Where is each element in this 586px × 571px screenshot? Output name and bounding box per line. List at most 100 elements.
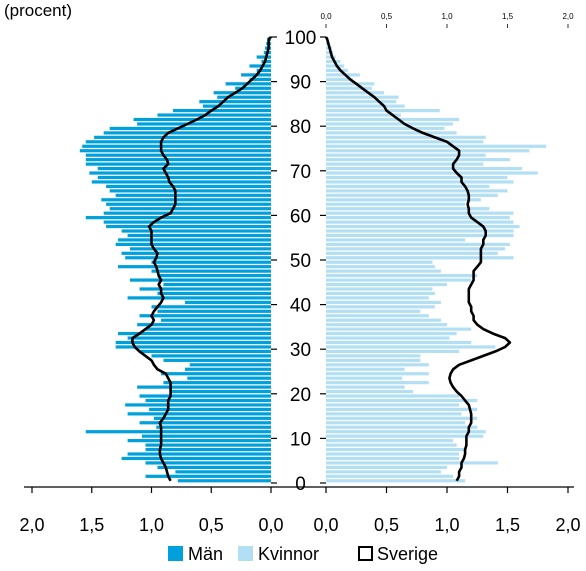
bar-man-age-57 xyxy=(106,224,271,229)
bar-kvinnor-age-78 xyxy=(326,131,457,135)
bar-kvinnor-age-56 xyxy=(326,229,514,233)
bar-kvinnor-age-37 xyxy=(326,314,429,318)
sverige-line-women xyxy=(324,36,512,482)
x-tick-label-left-4: 0,0 xyxy=(258,515,283,535)
bar-kvinnor-age-66 xyxy=(326,184,490,189)
bar-man-age-66 xyxy=(106,184,271,189)
bar-kvinnor-age-59 xyxy=(326,216,510,220)
bar-kvinnor-age-17 xyxy=(326,403,460,407)
x-tick-label-top-1: 0,5 xyxy=(381,12,393,21)
bar-man-age-64 xyxy=(115,193,272,197)
bar-man-age-59 xyxy=(85,216,272,220)
bar-man-age-63 xyxy=(101,198,271,202)
bar-man-age-75 xyxy=(82,144,271,148)
bar-man-age-53 xyxy=(115,242,272,246)
legend-label-man: Män xyxy=(188,544,223,564)
bar-man-age-43 xyxy=(139,287,271,291)
bar-man-age-8 xyxy=(145,443,271,447)
bar-man-age-90 xyxy=(249,77,271,81)
bar-kvinnor-age-24 xyxy=(326,372,429,376)
bar-man-age-50 xyxy=(125,256,272,260)
legend-swatch-sverige xyxy=(358,546,373,561)
bar-kvinnor-age-85 xyxy=(326,100,397,104)
bar-man-age-82 xyxy=(157,113,271,117)
bar-kvinnor-age-53 xyxy=(326,242,510,246)
y-axis-ticks-right xyxy=(320,36,326,484)
x-tick-label-top-2: 1,0 xyxy=(441,12,453,21)
y-tick-label-60: 60 xyxy=(290,206,311,227)
bar-man-age-45 xyxy=(129,278,271,282)
bar-man-age-37 xyxy=(139,314,271,318)
bar-kvinnor-age-76 xyxy=(326,140,484,144)
y-tick-label-100: 100 xyxy=(285,28,317,49)
legend-swatch-man xyxy=(168,546,183,561)
bar-kvinnor-age-46 xyxy=(326,274,478,278)
bar-man-age-62 xyxy=(106,202,271,206)
bar-kvinnor-age-18 xyxy=(326,398,478,403)
bar-kvinnor-age-86 xyxy=(326,95,399,99)
bar-kvinnor-age-25 xyxy=(326,367,405,371)
bar-man-age-56 xyxy=(121,229,271,233)
bar-kvinnor-age-20 xyxy=(326,389,414,394)
x-tick-label-right-1: 0,5 xyxy=(374,515,399,535)
bar-kvinnor-age-77 xyxy=(326,135,486,139)
bar-man-age-22 xyxy=(163,381,271,385)
bar-man-age-55 xyxy=(127,233,271,238)
men-bars xyxy=(79,37,272,483)
bar-man-age-44 xyxy=(163,282,271,287)
x-tick-label-left-1: 1,5 xyxy=(79,515,104,535)
unit-label: (procent) xyxy=(4,1,72,20)
bar-kvinnor-age-87 xyxy=(326,91,385,95)
bar-man-age-31 xyxy=(115,340,272,345)
bar-man-age-28 xyxy=(151,354,271,358)
bar-man-age-5 xyxy=(121,456,271,461)
bar-kvinnor-age-5 xyxy=(326,456,460,461)
bar-kvinnor-age-62 xyxy=(326,202,466,206)
bar-kvinnor-age-91 xyxy=(326,73,360,77)
y-tick-label-70: 70 xyxy=(290,162,311,183)
sverige-lines xyxy=(131,36,512,482)
x-ticks-top xyxy=(325,24,569,28)
sverige-line-men xyxy=(131,36,272,482)
bar-man-age-68 xyxy=(97,175,271,180)
legend-label-kvinnor: Kvinnor xyxy=(258,544,319,564)
bar-man-age-34 xyxy=(145,327,271,331)
bar-kvinnor-age-47 xyxy=(326,269,441,273)
bar-kvinnor-age-70 xyxy=(326,166,523,171)
bar-man-age-67 xyxy=(91,180,271,184)
bar-kvinnor-age-51 xyxy=(326,251,498,255)
bar-man-age-70 xyxy=(97,166,271,171)
bar-man-age-38 xyxy=(157,309,271,313)
bar-man-age-93 xyxy=(249,64,271,68)
legend-label-sverige: Sverige xyxy=(377,544,438,564)
bar-man-age-92 xyxy=(256,68,271,73)
legend: Män Kvinnor Sverige xyxy=(168,544,438,564)
x-tick-label-right-0: 0,0 xyxy=(313,515,338,535)
bar-kvinnor-age-35 xyxy=(326,323,447,327)
bar-kvinnor-age-55 xyxy=(326,233,514,238)
bar-kvinnor-age-52 xyxy=(326,247,506,251)
bar-kvinnor-age-13 xyxy=(326,421,466,425)
bar-kvinnor-age-49 xyxy=(326,260,433,264)
bar-kvinnor-age-15 xyxy=(326,412,462,416)
bar-kvinnor-age-22 xyxy=(326,381,429,385)
bar-kvinnor-age-38 xyxy=(326,309,421,313)
bar-kvinnor-age-12 xyxy=(326,425,478,429)
bar-kvinnor-age-61 xyxy=(326,207,490,211)
y-tick-label-90: 90 xyxy=(290,73,311,94)
bar-kvinnor-age-14 xyxy=(326,416,478,420)
bar-man-age-16 xyxy=(149,407,271,412)
bar-kvinnor-age-60 xyxy=(326,211,514,215)
bar-kvinnor-age-39 xyxy=(326,305,435,309)
bar-kvinnor-age-79 xyxy=(326,126,445,131)
bar-kvinnor-age-83 xyxy=(326,108,440,113)
bar-kvinnor-age-72 xyxy=(326,158,510,162)
bar-kvinnor-age-93 xyxy=(326,64,345,68)
bar-man-age-23 xyxy=(187,376,271,380)
bar-man-age-84 xyxy=(202,104,271,108)
bar-kvinnor-age-29 xyxy=(326,349,460,354)
bar-kvinnor-age-41 xyxy=(326,296,429,300)
bar-kvinnor-age-32 xyxy=(326,336,450,340)
